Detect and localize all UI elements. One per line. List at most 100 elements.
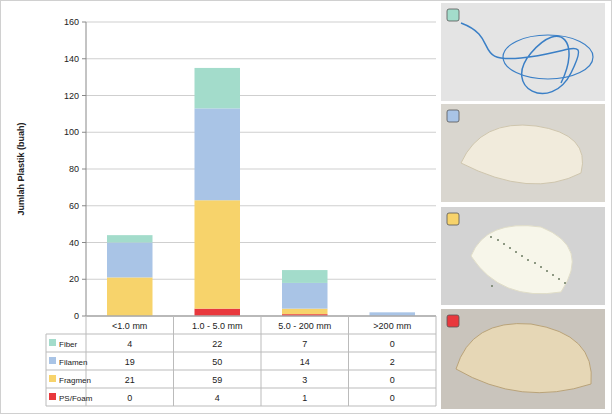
bar (195, 68, 241, 108)
bar (370, 312, 416, 316)
tick-mark (82, 279, 86, 280)
table-line (436, 316, 437, 406)
tick-label: 20 (69, 274, 79, 284)
tick-label: 0 (74, 311, 79, 321)
table-value: 3 (302, 375, 307, 385)
tick-label: 80 (69, 164, 79, 174)
photo-speck (515, 251, 517, 253)
photo-fiber (503, 35, 593, 79)
legend-label: Fragmen (59, 376, 91, 385)
photo-bg (441, 104, 605, 202)
bar (107, 243, 153, 278)
legend-swatch (49, 393, 56, 400)
table-line (46, 352, 436, 353)
category-label: <1.0 mm (112, 321, 147, 331)
photo-bg (441, 207, 605, 305)
tick-label: 60 (69, 201, 79, 211)
bar (107, 277, 153, 316)
photo-speck (552, 274, 554, 276)
table-line (46, 406, 436, 407)
table-line (348, 316, 349, 406)
tick-mark (82, 242, 86, 243)
photo (441, 309, 605, 409)
photo-filament (461, 125, 583, 184)
photo (441, 3, 605, 101)
legend-swatch (447, 213, 459, 225)
photo (441, 104, 605, 202)
grid-line (86, 58, 436, 59)
photo-speck (491, 285, 493, 287)
photo-speck (521, 255, 523, 257)
photo-speck (540, 266, 542, 268)
table-line (261, 316, 262, 406)
legend-label: PS/Foam (59, 394, 93, 403)
photo-speck (497, 239, 499, 241)
tick-label: 40 (69, 238, 79, 248)
legend-swatch (49, 339, 56, 346)
tick-mark (82, 95, 86, 96)
table-line (46, 370, 436, 371)
legend-swatch (49, 375, 56, 382)
tick-label: 160 (64, 17, 79, 27)
table-value: 21 (125, 375, 135, 385)
photo (441, 207, 605, 305)
table-line (46, 334, 436, 335)
grid-line (86, 95, 436, 96)
tick-mark (82, 169, 86, 170)
tick-label: 120 (64, 91, 79, 101)
table-value: 0 (390, 393, 395, 403)
bar (282, 270, 328, 283)
legend-swatch (447, 315, 459, 327)
grid-line (86, 132, 436, 133)
table-value: 1 (302, 393, 307, 403)
photo-speck (503, 243, 505, 245)
table-value: 19 (125, 357, 135, 367)
axis-title: Jumlah Plastik (buah) (16, 122, 26, 215)
tick-mark (82, 58, 86, 59)
photo-speck (546, 270, 548, 272)
table-line (173, 316, 174, 406)
table-value: 7 (302, 339, 307, 349)
table-line (46, 388, 436, 389)
y-axis (86, 22, 87, 316)
bar (282, 283, 328, 309)
tick-mark (82, 316, 86, 317)
bar (195, 108, 241, 200)
table-value: 14 (300, 357, 310, 367)
table-value: 22 (212, 339, 222, 349)
photo-bg (441, 309, 605, 409)
photo-speck (558, 278, 560, 280)
category-label: >200 mm (373, 321, 411, 331)
table-value: 2 (390, 357, 395, 367)
grid-line (86, 22, 436, 23)
table-value: 4 (215, 393, 220, 403)
category-label: 1.0 - 5.0 mm (192, 321, 243, 331)
table-value: 0 (390, 339, 395, 349)
legend-label: Fiber (59, 340, 78, 349)
bars (107, 68, 415, 316)
photo-speck (534, 262, 536, 264)
tick-mark (82, 22, 86, 23)
category-label: 5.0 - 200 mm (278, 321, 331, 331)
grid-line (86, 169, 436, 170)
photo-fragment (471, 226, 572, 294)
photo-speck (564, 282, 566, 284)
grid-line (86, 205, 436, 206)
photo-speck (527, 259, 529, 261)
tick-mark (82, 132, 86, 133)
table-value: 0 (390, 375, 395, 385)
tick-label: 100 (64, 127, 79, 137)
table-line (46, 334, 47, 406)
photo-speck (509, 247, 511, 249)
photo-foam (456, 324, 591, 393)
tick-label: 140 (64, 54, 79, 64)
tick-mark (82, 205, 86, 206)
table-value: 0 (127, 393, 132, 403)
table-value: 4 (127, 339, 132, 349)
photo-speck (490, 236, 492, 238)
bar (370, 312, 416, 313)
bar (282, 309, 328, 315)
legend-swatch (49, 357, 56, 364)
table-value: 59 (212, 375, 222, 385)
bar (107, 235, 153, 242)
